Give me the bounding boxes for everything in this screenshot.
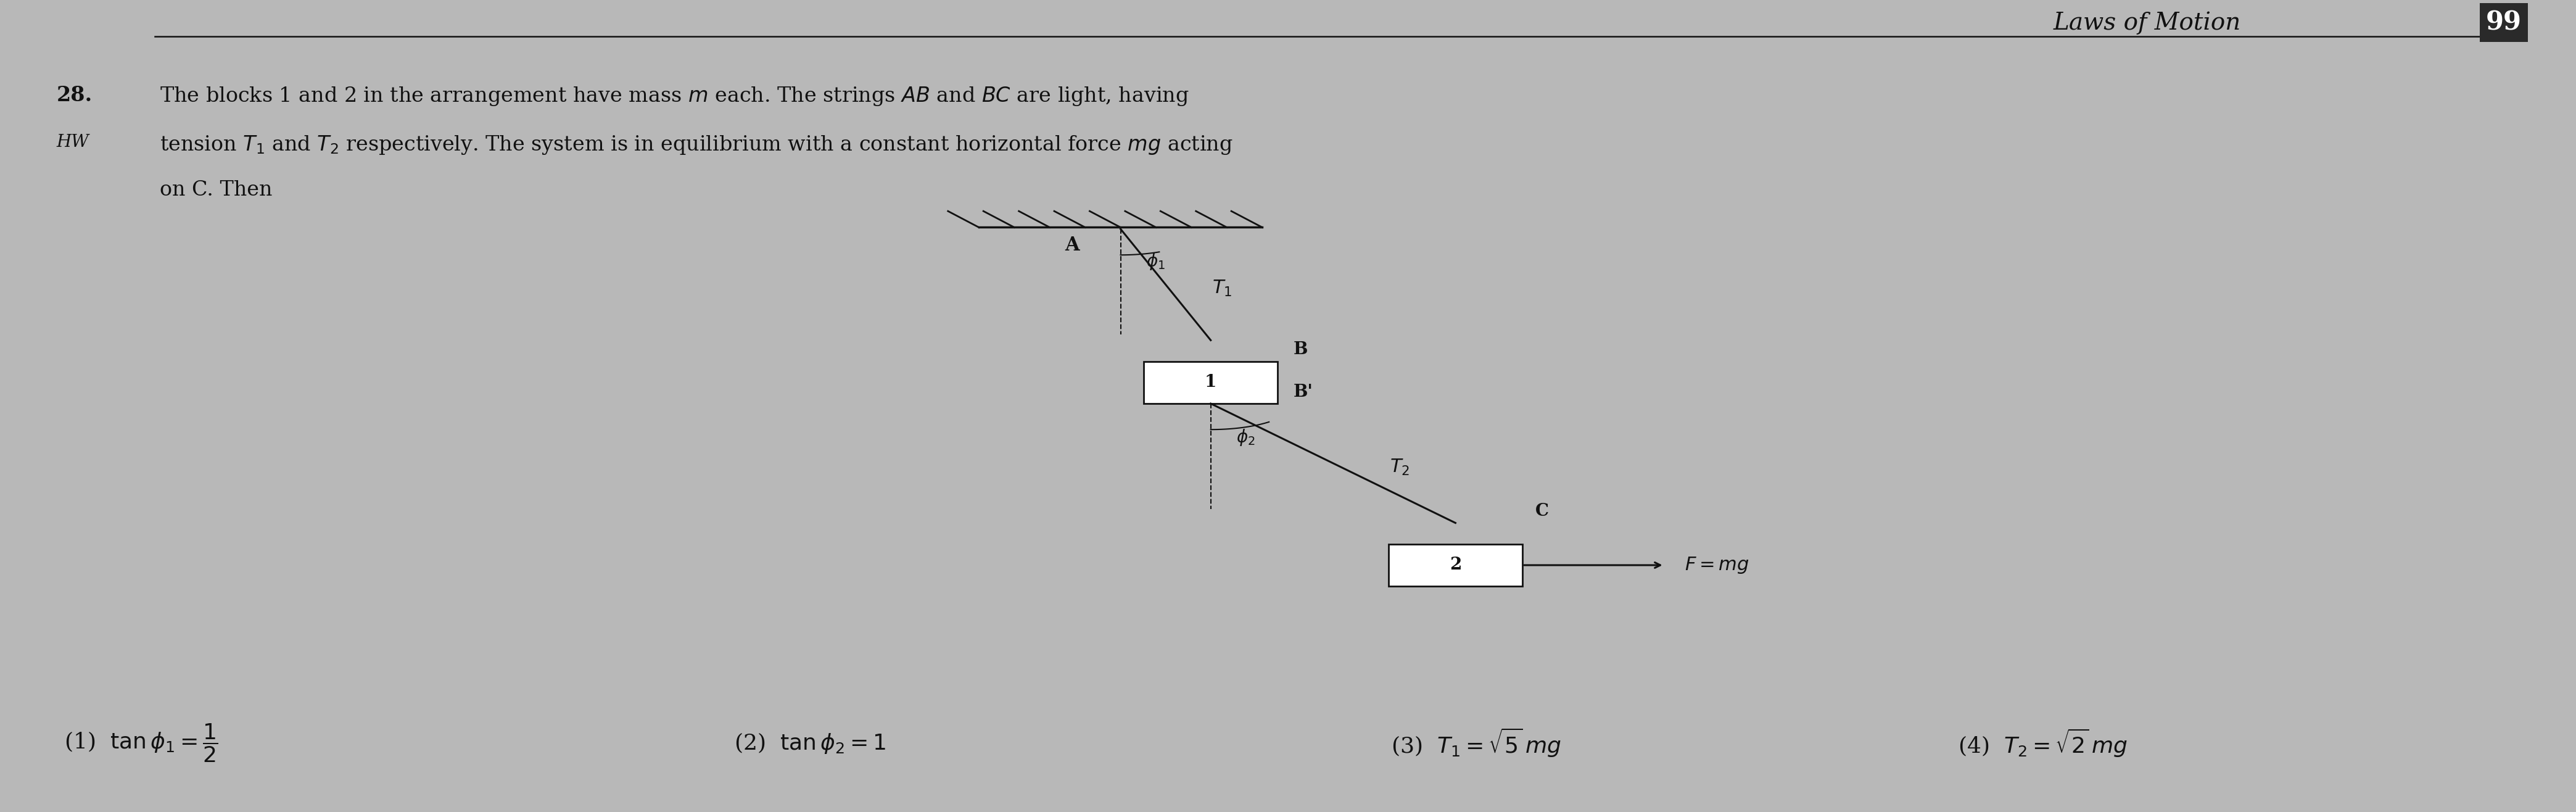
Text: B: B [1293,341,1309,358]
Text: Laws of Motion: Laws of Motion [2053,11,2241,34]
Text: $F = mg$: $F = mg$ [1685,555,1749,575]
Text: C: C [1535,503,1548,520]
Text: $T_2$: $T_2$ [1388,458,1409,477]
Text: on C. Then: on C. Then [160,180,273,200]
Text: B': B' [1293,383,1314,400]
Text: The blocks 1 and 2 in the arrangement have mass $m$ each. The strings $AB$ and $: The blocks 1 and 2 in the arrangement ha… [160,85,1190,107]
Text: tension $T_1$ and $T_2$ respectively. The system is in equilibrium with a consta: tension $T_1$ and $T_2$ respectively. Th… [160,134,1234,156]
Text: HW: HW [57,134,90,151]
Text: 1: 1 [1206,374,1216,391]
Bar [1144,361,1278,404]
Text: (4)  $T_2 = \sqrt{2}\,mg$: (4) $T_2 = \sqrt{2}\,mg$ [1958,728,2128,758]
Text: $T_1$: $T_1$ [1213,279,1231,298]
Text: 28.: 28. [57,85,93,106]
Text: $\phi_1$: $\phi_1$ [1146,252,1164,271]
Text: (1)  $\tan\phi_1 = \dfrac{1}{2}$: (1) $\tan\phi_1 = \dfrac{1}{2}$ [64,722,219,764]
Text: (3)  $T_1 = \sqrt{5}\,mg$: (3) $T_1 = \sqrt{5}\,mg$ [1391,727,1561,759]
Text: 2: 2 [1450,557,1461,573]
Text: 99: 99 [2486,10,2522,36]
Bar [1388,544,1522,586]
Text: (2)  $\tan\phi_2 = 1$: (2) $\tan\phi_2 = 1$ [734,731,886,755]
Text: $\phi_2$: $\phi_2$ [1236,428,1255,447]
Text: A: A [1064,235,1079,255]
